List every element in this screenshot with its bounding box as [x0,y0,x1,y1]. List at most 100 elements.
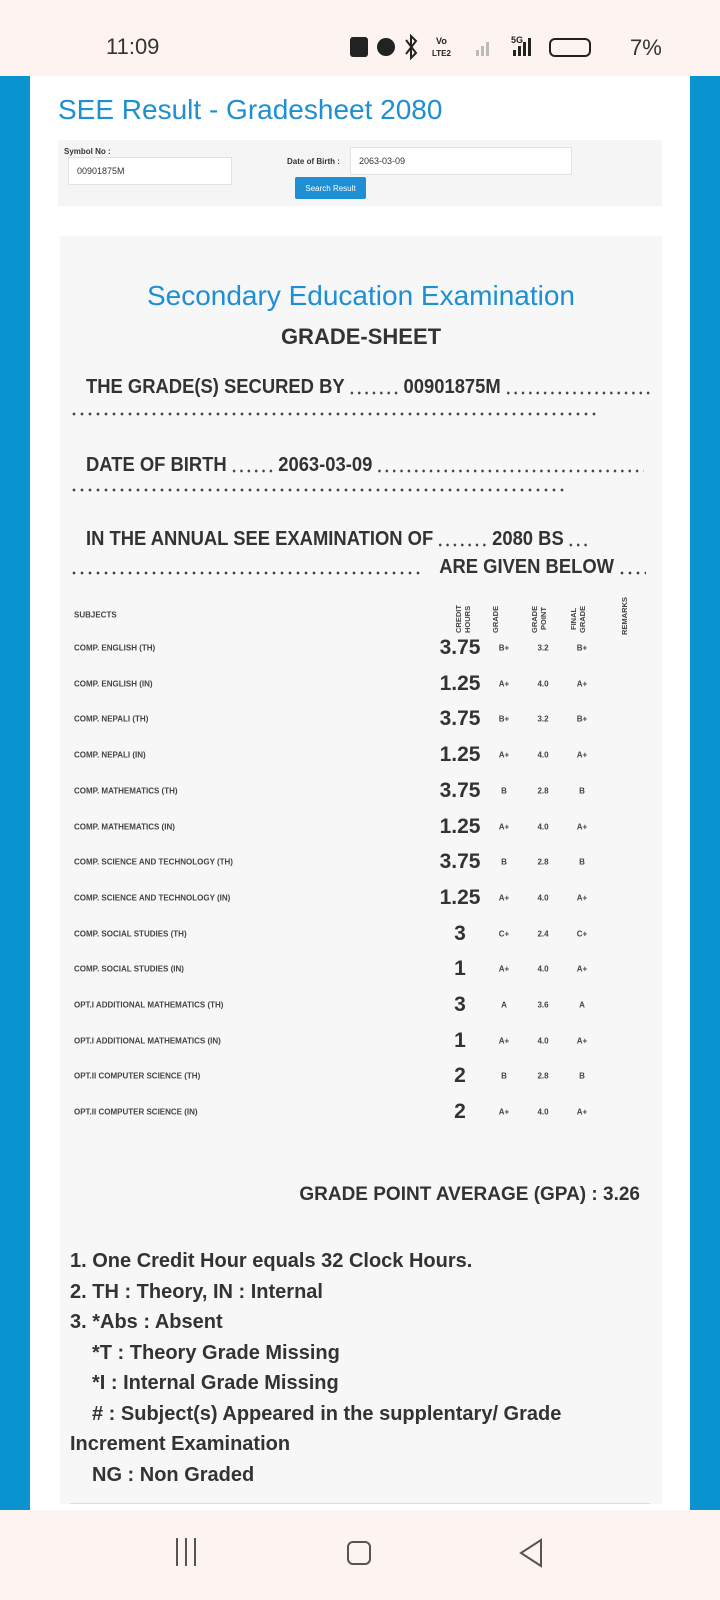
grade-cell: B+ [576,643,588,653]
grade-cell: A+ [498,964,510,974]
credit-cell: 1.25 [439,671,481,695]
status-bar: 11:09 Vo LTE2 5G 7% [0,0,720,76]
nfc-icon [350,37,368,57]
subject-cell: COMP. SCIENCE AND TECHNOLOGY (IN) [74,893,231,903]
network-label: 5G [511,35,523,45]
grade-cell: A+ [498,1107,510,1117]
credit-cell: 2 [454,1100,466,1124]
grade-cell: B+ [498,643,510,653]
note: *T : Theory Grade Missing [92,1341,340,1364]
side-bar [0,76,30,1510]
secured-label: THE GRADE(S) SECURED BY [86,376,345,398]
grade-cell: A+ [498,750,510,760]
clock: 11:09 [106,34,160,59]
grade-sheet [60,236,662,1504]
back-button[interactable] [519,1538,542,1568]
subject-cell: COMP. MATHEMATICS (TH) [74,786,178,796]
home-button[interactable] [347,1541,371,1565]
secured-line: THE GRADE(S) SECURED BY 00901875M [86,376,655,399]
grade-cell: 2.8 [537,1071,549,1081]
dob-label: DATE OF BIRTH [86,454,227,476]
grade-cell: 4.0 [537,822,549,831]
grade-cell: A+ [576,822,588,831]
subject-cell: OPT.I ADDITIONAL MATHEMATICS (IN) [74,1036,221,1046]
credit-cell: 1.25 [439,885,481,909]
volte-label: Vo [436,36,447,46]
exam-line-2: ARE GIVEN BELOW [70,556,650,579]
credit-cell: 3.75 [439,707,481,731]
grade-cell: A+ [498,893,510,903]
credit-cell: 3.75 [439,636,481,659]
grade-cell: B+ [498,714,510,724]
battery-level: 7% [630,35,662,60]
subject-cell: COMP. MATHEMATICS (IN) [74,822,175,831]
notes: 1. One Credit Hour equals 32 Clock Hours… [70,1246,630,1490]
grade-cell: B [579,786,585,796]
gpa: GRADE POINT AVERAGE (GPA) : 3.26 [299,1184,640,1206]
credit-cell: 2 [454,1064,466,1088]
secured-value: 00901875M [403,376,501,398]
grade-cell: B+ [576,714,588,724]
grade-cell: A+ [498,822,510,831]
grade-cell: A+ [498,1036,510,1046]
note: 3. *Abs : Absent [70,1311,223,1333]
status-icons: Vo LTE2 5G [350,34,591,61]
header-cell: SUBJECTS [74,610,117,620]
credit-cell: 3 [454,921,466,945]
credit-cell: 3.75 [439,778,481,802]
alarm-icon [377,38,395,56]
exam-year: 2080 BS [492,528,564,550]
grade-cell: A+ [576,679,588,689]
note: 2. TH : Theory, IN : Internal [70,1280,323,1303]
subject-cell: OPT.II COMPUTER SCIENCE (TH) [74,1071,201,1081]
grade-cell: 4.0 [537,1107,549,1117]
grade-cell: B [579,1071,585,1081]
sheet-subtitle: GRADE-SHEET [280,324,442,349]
grade-cell: A+ [576,1107,588,1117]
page-title: SEE Result - Gradesheet 2080 [58,94,443,125]
note: 1. One Credit Hour equals 32 Clock Hours… [70,1250,473,1272]
sheet-title: Secondary Education Examination [146,280,576,311]
symbol-input[interactable]: 00901875M [68,157,232,185]
grade-cell: 3.6 [537,1000,549,1010]
subject-cell: COMP. NEPALI (TH) [74,714,149,724]
exam-suffix: ARE GIVEN BELOW [439,556,614,578]
note: NG : Non Graded [92,1463,255,1486]
grade-cell: C+ [498,929,510,939]
subject-cell: COMP. SOCIAL STUDIES (IN) [74,964,184,974]
credit-cell: 1 [454,1028,466,1052]
credit-cell: 1.25 [439,814,481,838]
header-cell: GRADE POINT [530,605,548,633]
nav-bar [0,1510,720,1600]
subject-cell: OPT.II COMPUTER SCIENCE (IN) [74,1107,198,1117]
note: *I : Internal Grade Missing [92,1372,339,1394]
dob-input[interactable]: 2063-03-09 [350,147,572,175]
grade-cell: 3.2 [537,643,549,653]
grade-cell: B [501,857,507,867]
dot-leader [70,412,600,416]
search-button[interactable]: Search Result [295,177,366,199]
gpa-label: GRADE POINT AVERAGE (GPA) : [299,1184,598,1205]
dob-line: DATE OF BIRTH 2063-03-09 [86,454,647,477]
header-cell: FINAL GRADE [569,605,587,633]
grade-cell: 2.8 [537,786,549,796]
grade-cell: A+ [576,750,588,760]
dot-leader [70,488,565,492]
exam-line: IN THE ANNUAL SEE EXAMINATION OF 2080 BS [86,528,647,551]
grade-cell: A+ [576,893,588,903]
header-cell: GRADE [491,605,500,633]
subject-cell: COMP. NEPALI (IN) [74,750,146,760]
grade-cell: 3.2 [537,714,549,724]
grade-cell: C+ [576,929,588,939]
subject-cell: COMP. ENGLISH (TH) [74,643,156,653]
grade-cell: 2.4 [537,929,549,939]
grade-cell: 4.0 [537,964,549,974]
grade-cell: A+ [498,679,510,689]
subject-cell: COMP. SOCIAL STUDIES (TH) [74,929,187,939]
dob-value: 2063-03-09 [278,454,373,476]
lte-label: LTE2 [432,49,452,58]
subject-cell: COMP. ENGLISH (IN) [74,679,153,689]
header-cell: CREDIT HOURS [454,605,472,633]
dob-label: Date of Birth : [287,157,340,166]
